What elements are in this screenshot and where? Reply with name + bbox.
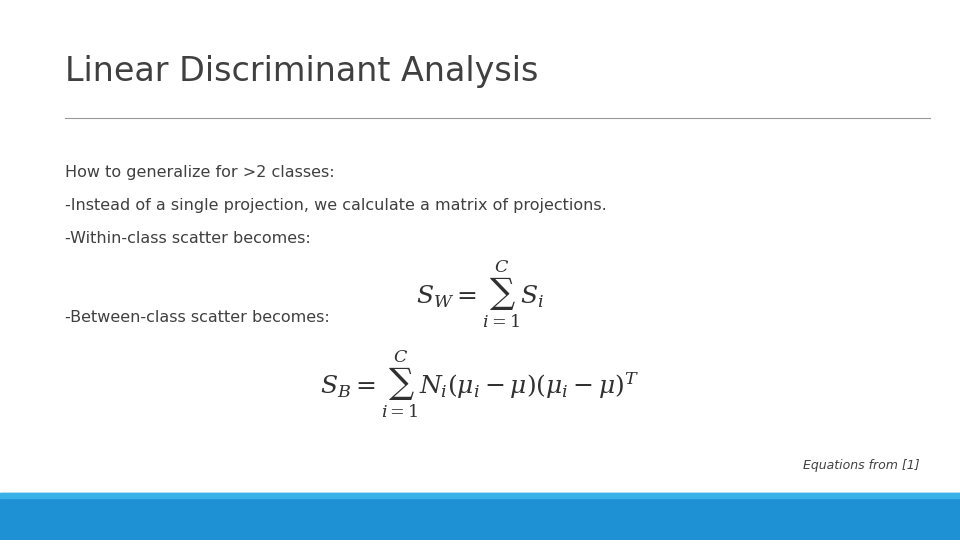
Text: $S_W = \sum_{i=1}^{C} S_i$: $S_W = \sum_{i=1}^{C} S_i$ xyxy=(416,258,544,329)
Bar xyxy=(0,493,960,498)
Text: -Within-class scatter becomes:: -Within-class scatter becomes: xyxy=(65,231,311,246)
Text: -Between-class scatter becomes:: -Between-class scatter becomes: xyxy=(65,310,329,325)
Text: Equations from [1]: Equations from [1] xyxy=(804,458,920,471)
Text: -Instead of a single projection, we calculate a matrix of projections.: -Instead of a single projection, we calc… xyxy=(65,198,607,213)
Text: $S_B = \sum_{i=1}^{C} N_i (\mu_i - \mu)(\mu_i - \mu)^T$: $S_B = \sum_{i=1}^{C} N_i (\mu_i - \mu)(… xyxy=(321,348,639,420)
Text: Linear Discriminant Analysis: Linear Discriminant Analysis xyxy=(65,55,539,88)
Bar xyxy=(0,493,960,540)
Text: How to generalize for >2 classes:: How to generalize for >2 classes: xyxy=(65,165,335,180)
